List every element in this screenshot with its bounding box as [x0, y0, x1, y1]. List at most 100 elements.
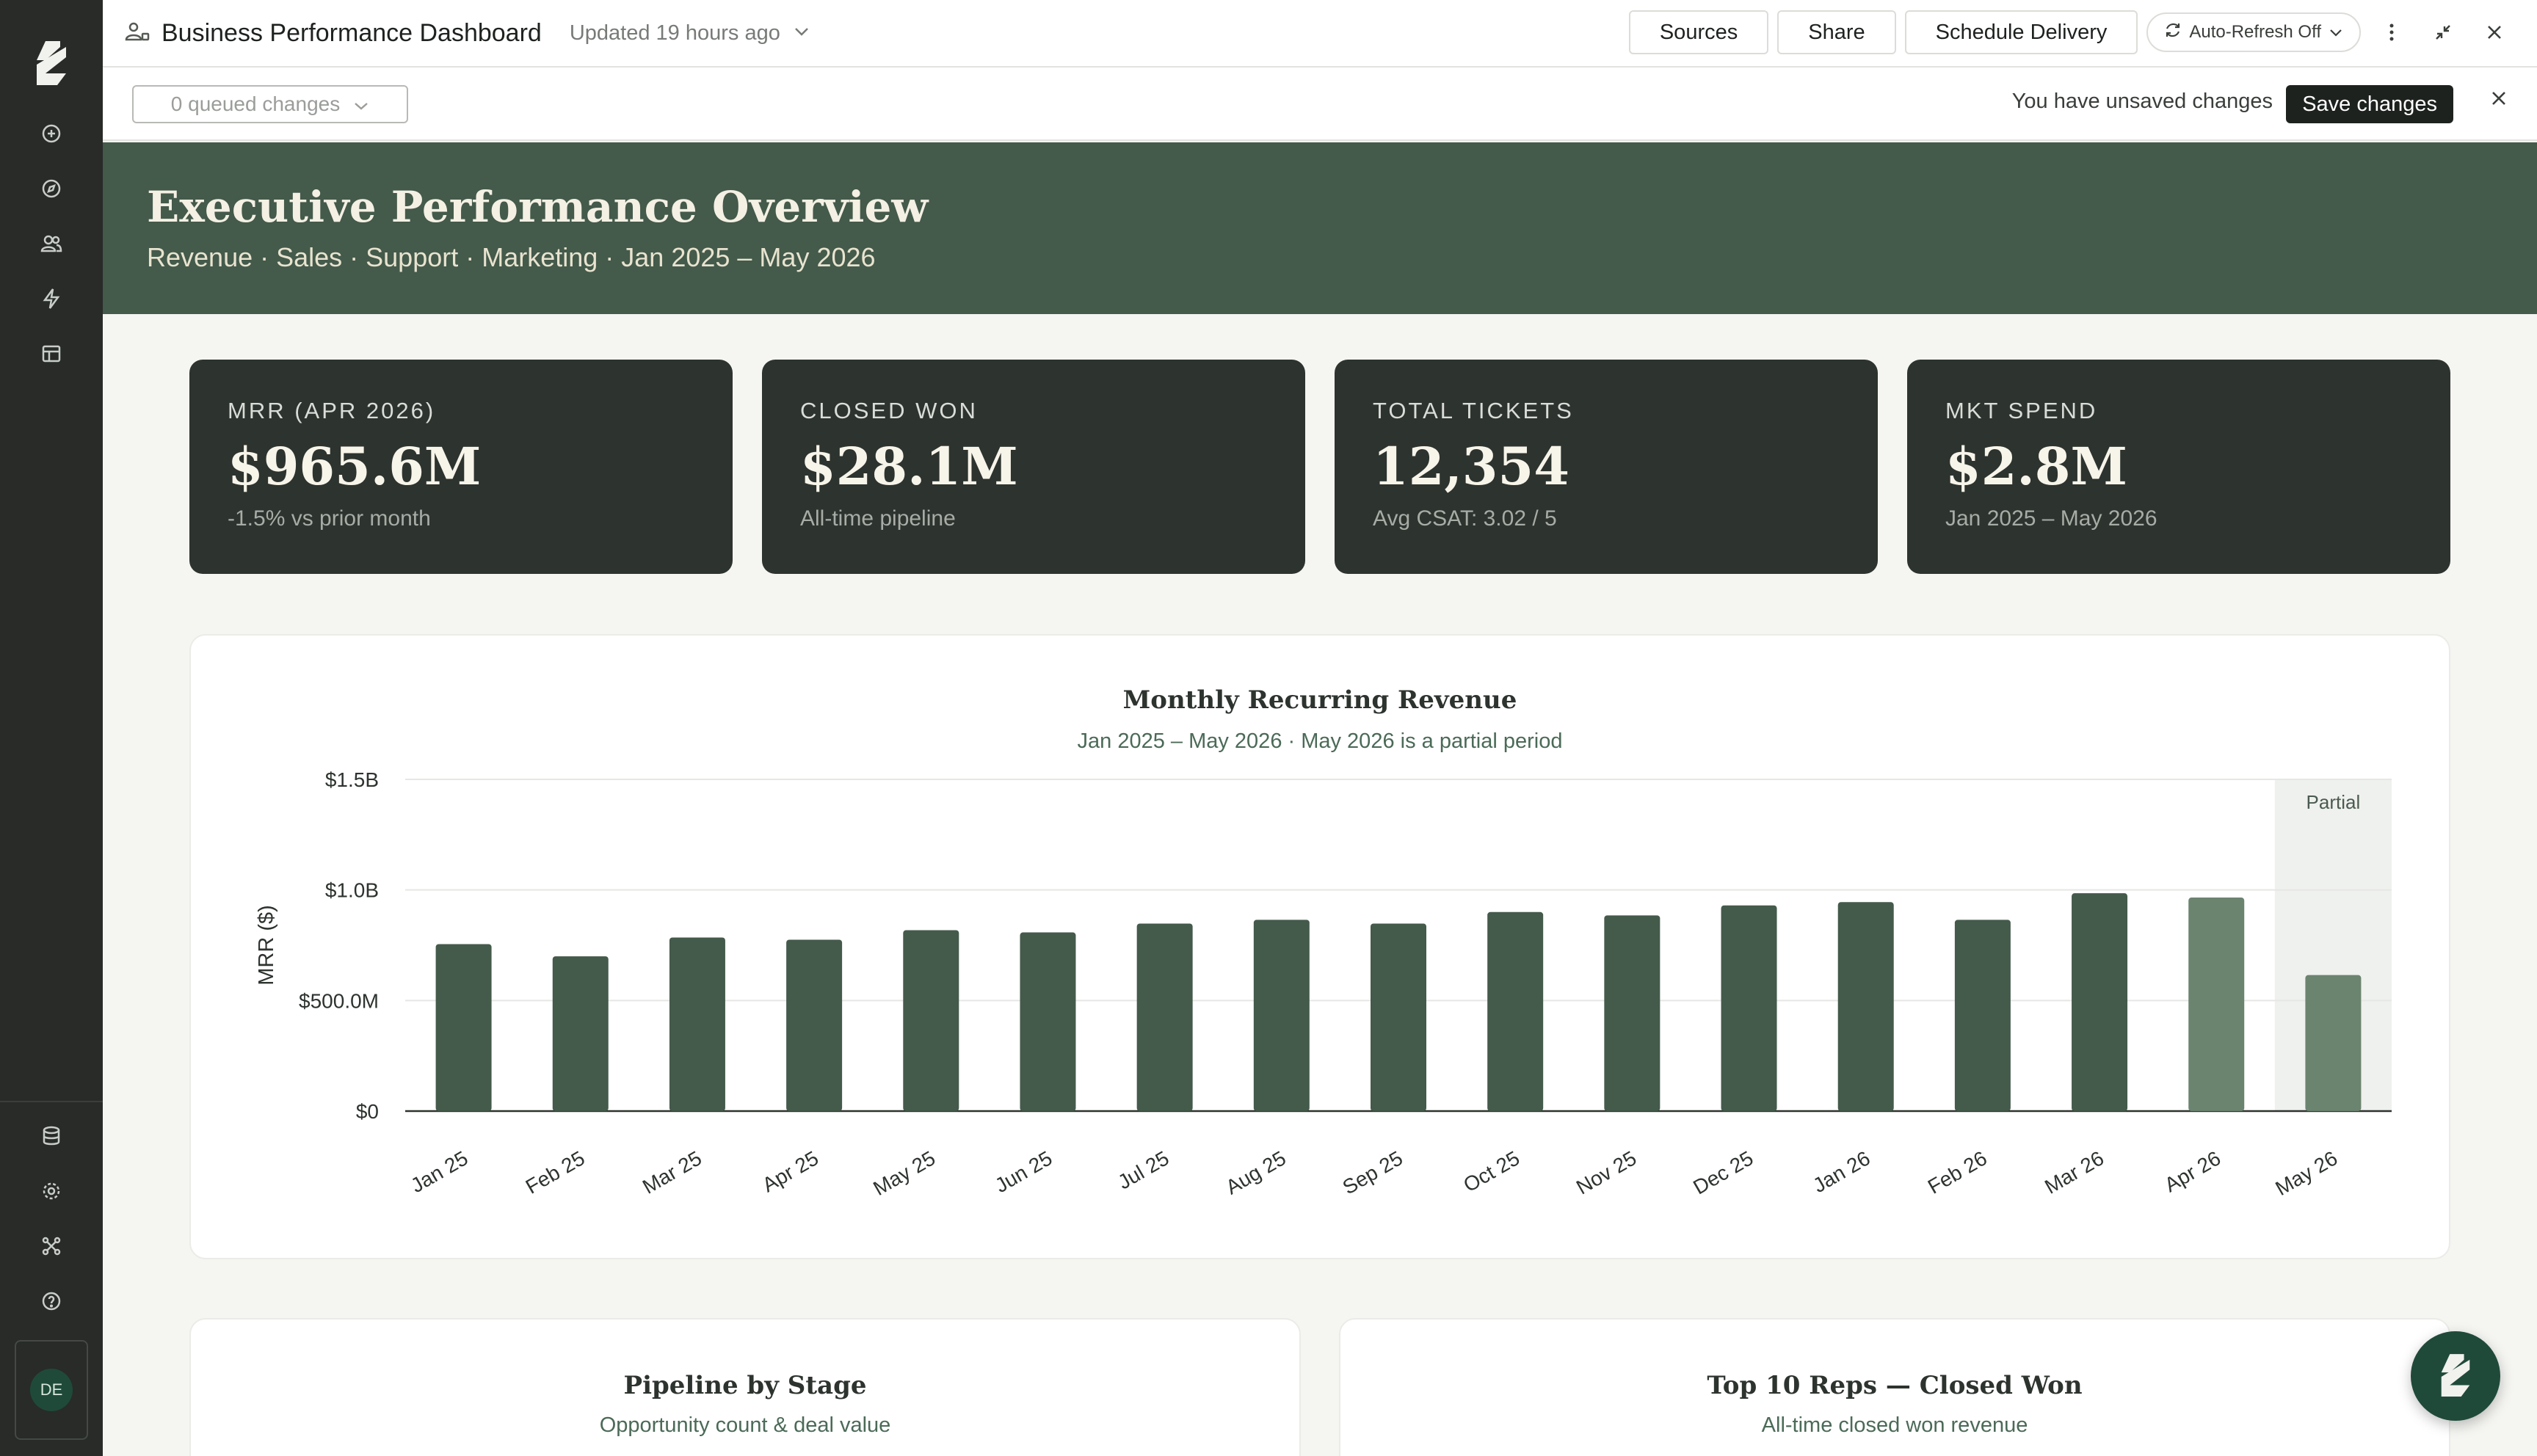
partial-label: Partial [2306, 791, 2361, 813]
pipeline-by-stage-card: Pipeline by Stage Opportunity count & de… [189, 1318, 1301, 1456]
gear-icon[interactable] [31, 1171, 72, 1212]
dashboard-people-icon [125, 21, 150, 46]
x-tick-label: May 25 [869, 1146, 939, 1200]
x-tick-label: Apr 25 [758, 1146, 822, 1196]
people-icon[interactable] [31, 223, 72, 264]
updated-timestamp[interactable]: Updated 19 hours ago [569, 21, 780, 45]
user-menu[interactable]: DE [15, 1340, 88, 1440]
sidebar: DE [0, 0, 103, 1456]
kpi-note: -1.5% vs prior month [228, 506, 431, 531]
kpi-value: $965.6M [228, 436, 482, 497]
schedule-delivery-button[interactable]: Schedule Delivery [1904, 10, 2138, 54]
database-icon[interactable] [31, 1115, 72, 1157]
card-subtitle: Opportunity count & deal value [599, 1413, 891, 1437]
queued-changes-label: 0 queued changes [170, 92, 341, 115]
collapse-icon[interactable] [2422, 12, 2464, 53]
top-bar: Business Performance Dashboard Updated 1… [103, 0, 2537, 68]
kpi-note: Jan 2025 – May 2026 [1945, 506, 2157, 531]
auto-refresh-label: Auto-Refresh Off [2189, 22, 2321, 42]
assistant-fab-button[interactable] [2411, 1331, 2500, 1421]
kpi-label: TOTAL TICKETS [1373, 398, 1574, 423]
network-icon[interactable] [31, 1226, 72, 1267]
bar-jan-25 [435, 944, 492, 1111]
bar-dec-25 [1721, 905, 1777, 1111]
x-tick-label: Jul 25 [1114, 1146, 1172, 1193]
bar-jan-26 [1837, 902, 1894, 1111]
bar-jul-25 [1136, 923, 1193, 1111]
hero-title: Executive Performance Overview [147, 182, 929, 232]
x-tick-label: May 26 [2271, 1146, 2341, 1200]
bar-mar-25 [669, 937, 725, 1111]
share-button[interactable]: Share [1777, 10, 1896, 54]
kpi-card-closed-won: CLOSED WON $28.1M All-time pipeline [762, 360, 1305, 574]
help-icon[interactable] [31, 1281, 72, 1322]
refresh-icon [2164, 21, 2182, 44]
kpi-value: $28.1M [800, 436, 1018, 497]
card-title: Top 10 Reps — Closed Won [1707, 1371, 2083, 1400]
bar-feb-26 [1954, 920, 2011, 1111]
close-icon[interactable] [2474, 12, 2515, 53]
bar-feb-25 [552, 956, 609, 1111]
compass-icon[interactable] [31, 168, 72, 209]
table-icon[interactable] [31, 333, 72, 374]
chevron-down-icon [2329, 22, 2343, 43]
kpi-note: Avg CSAT: 3.02 / 5 [1373, 506, 1557, 531]
bar-sep-25 [1371, 923, 1426, 1111]
kpi-note: All-time pipeline [800, 506, 956, 531]
changes-bar: 0 queued changes You have unsaved change… [103, 68, 2537, 141]
bar-apr-25 [786, 939, 843, 1111]
y-tick-label: $0 [356, 1100, 379, 1123]
chevron-down-icon [353, 92, 369, 116]
bolt-icon[interactable] [31, 278, 72, 319]
brand-logo-icon[interactable] [28, 37, 75, 91]
x-tick-label: Jun 25 [991, 1146, 1056, 1197]
kpi-value: $2.8M [1945, 436, 2127, 497]
avatar[interactable]: DE [30, 1369, 73, 1411]
mrr-bar-chart: Partial $0 $500.0M $1.0B $1.5B MRR ($) Jan 25 F… [255, 768, 2392, 1200]
hero-subtitle: Revenue · Sales · Support · Marketing · … [147, 242, 876, 272]
page-title: Business Performance Dashboard [161, 18, 542, 47]
y-tick-label: $500.0M [299, 989, 379, 1012]
sources-button[interactable]: Sources [1628, 10, 1769, 54]
close-icon[interactable] [2490, 90, 2508, 111]
x-tick-label: Feb 25 [522, 1146, 589, 1198]
y-tick-label: $1.0B [325, 879, 379, 902]
x-tick-label: Jan 26 [1809, 1146, 1873, 1197]
bar-oct-25 [1487, 911, 1544, 1111]
bar-aug-25 [1253, 920, 1310, 1111]
kpi-label: MRR (APR 2026) [228, 398, 436, 423]
card-title: Pipeline by Stage [623, 1371, 867, 1400]
x-tick-label: Sep 25 [1339, 1146, 1407, 1198]
unsaved-changes-text: You have unsaved changes [2011, 90, 2273, 113]
more-vertical-icon[interactable] [2371, 12, 2412, 53]
bar-jun-25 [1020, 932, 1076, 1111]
x-tick-label: Mar 25 [639, 1146, 705, 1198]
bar-mar-26 [2072, 893, 2128, 1111]
card-subtitle: All-time closed won revenue [1761, 1413, 2028, 1437]
auto-refresh-dropdown[interactable]: Auto-Refresh Off [2146, 12, 2361, 52]
bar-may-26 [2305, 975, 2362, 1111]
x-tick-label: Nov 25 [1572, 1146, 1640, 1198]
save-changes-button[interactable]: Save changes [2286, 85, 2453, 123]
brand-logo-icon [2441, 1354, 2470, 1397]
kpi-label: MKT SPEND [1945, 398, 2098, 423]
x-tick-label: Dec 25 [1689, 1146, 1757, 1198]
x-tick-label: Jan 25 [407, 1146, 471, 1197]
kpi-value: 12,354 [1373, 436, 1569, 497]
chevron-down-icon[interactable] [794, 26, 810, 40]
chart-title: Monthly Recurring Revenue [1122, 685, 1517, 715]
bar-nov-25 [1604, 915, 1661, 1111]
queued-changes-dropdown[interactable]: 0 queued changes [132, 85, 408, 123]
plus-circle-icon[interactable] [31, 113, 72, 154]
hero-banner: Executive Performance Overview Revenue ·… [103, 142, 2537, 314]
x-tick-label: Apr 26 [2160, 1146, 2224, 1196]
kpi-card-mrr: MRR (APR 2026) $965.6M -1.5% vs prior mo… [189, 360, 733, 574]
kpi-card-total-tickets: TOTAL TICKETS 12,354 Avg CSAT: 3.02 / 5 [1335, 360, 1878, 574]
x-tick-label: Feb 26 [1924, 1146, 1991, 1198]
top-reps-card: Top 10 Reps — Closed Won All-time closed… [1339, 1318, 2450, 1456]
kpi-card-mkt-spend: MKT SPEND $2.8M Jan 2025 – May 2026 [1907, 360, 2450, 574]
bar-apr-26 [2188, 898, 2245, 1111]
y-tick-label: $1.5B [325, 768, 379, 791]
x-tick-label: Aug 25 [1222, 1146, 1289, 1198]
x-tick-label: Mar 26 [2041, 1146, 2108, 1198]
